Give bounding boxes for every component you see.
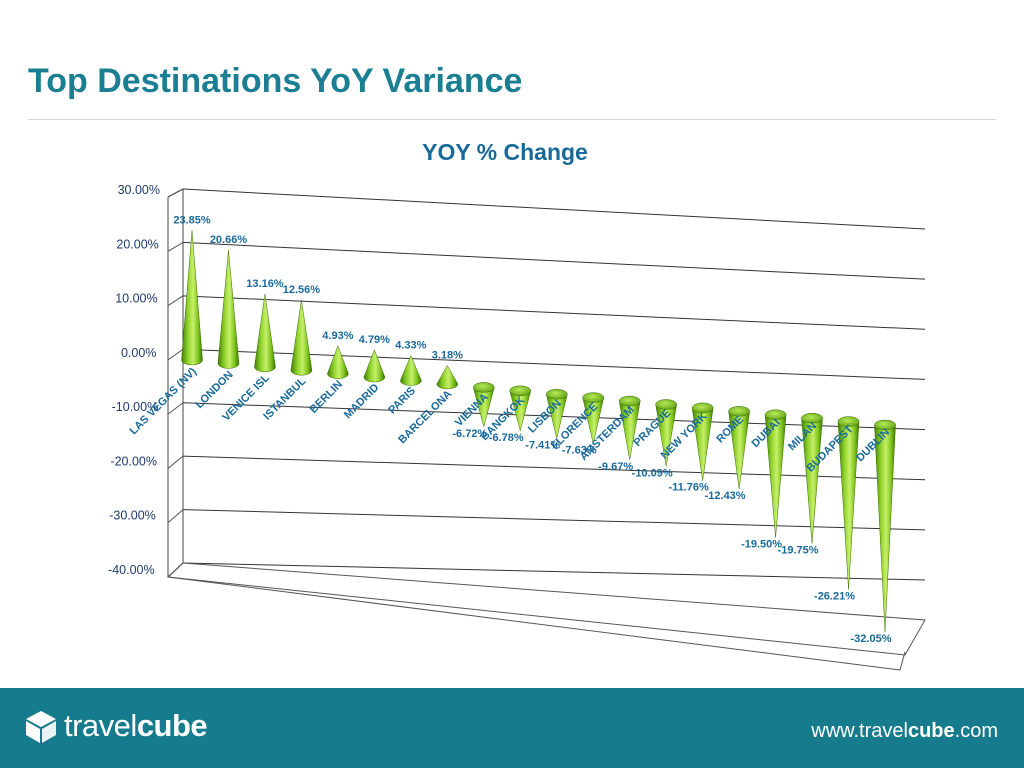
category-label: MADRID (342, 382, 382, 422)
data-label: 4.33% (395, 340, 426, 352)
cone-bar (801, 412, 823, 544)
cone-bar (472, 382, 495, 428)
data-label: -6.78% (489, 432, 524, 444)
slide-title: Top Destinations YoY Variance (28, 62, 523, 100)
data-label: -26.21% (814, 590, 855, 602)
data-label: 3.18% (432, 349, 463, 361)
data-label: -11.76% (668, 482, 709, 494)
footer-bar: travelcube www.travelcube.com (0, 688, 1024, 768)
data-label: -19.50% (741, 539, 782, 551)
cone-bar (728, 406, 750, 489)
y-tick-label: -10.00% (112, 400, 159, 414)
cone-bar (618, 395, 641, 460)
yoy-cone-chart: YOY % Change 30.00% 20.00% 10.00% 0.00% -10.… (108, 139, 926, 671)
category-label: BERLIN (308, 378, 345, 415)
cone-bar (254, 293, 276, 373)
cone-bar (545, 388, 568, 439)
cone-bar (290, 299, 313, 376)
cone-bar (400, 354, 422, 386)
cone-bar (217, 250, 240, 369)
data-label: -12.43% (705, 490, 746, 502)
data-label: -7.41% (525, 439, 560, 451)
data-label: 12.56% (283, 284, 321, 296)
data-label: -10.09% (632, 467, 673, 479)
category-label: PARIS (386, 385, 418, 417)
data-label: -19.75% (778, 545, 819, 557)
data-label: -7.63% (562, 445, 597, 457)
cone-bar (874, 419, 896, 633)
cone-bar (837, 416, 860, 590)
cone-bar (436, 364, 459, 390)
y-tick-label: 20.00% (116, 237, 158, 251)
data-label: -6.72% (452, 428, 487, 440)
data-label: -9.67% (598, 461, 633, 473)
data-label: 23.85% (173, 215, 211, 227)
brand-logo-text: travelcube (64, 708, 208, 744)
y-tick-label: 0.00% (121, 346, 156, 360)
url-prefix: www.travel (811, 720, 908, 742)
data-label: 13.16% (246, 278, 284, 290)
title-divider (28, 119, 996, 120)
cone-bar (327, 345, 349, 379)
url-bold: cube (907, 720, 955, 742)
y-tick-label: 30.00% (118, 183, 160, 197)
cone-bar (509, 385, 532, 432)
cube-logo-icon (26, 711, 56, 743)
y-tick-label: -30.00% (109, 509, 156, 523)
y-tick-label: -40.00% (108, 563, 155, 577)
cone-bar (363, 349, 386, 383)
y-tick-label: 10.00% (115, 292, 157, 306)
data-label: 20.66% (210, 234, 248, 246)
cone-bar (582, 392, 605, 444)
data-label: -32.05% (851, 633, 892, 645)
website-url[interactable]: www.travelcube.com (811, 720, 998, 743)
chart-title: YOY % Change (422, 139, 588, 165)
cone-bar (691, 402, 714, 481)
data-label: 4.79% (359, 334, 390, 346)
cone-bar (764, 409, 787, 538)
cone-bar (655, 399, 677, 467)
url-suffix: .com (954, 720, 998, 742)
logo-light-text: travel (64, 708, 137, 743)
y-tick-label: -20.00% (110, 454, 157, 468)
cone-bar (181, 230, 203, 366)
data-label: 4.93% (322, 330, 353, 342)
logo-bold-text: cube (136, 708, 208, 743)
